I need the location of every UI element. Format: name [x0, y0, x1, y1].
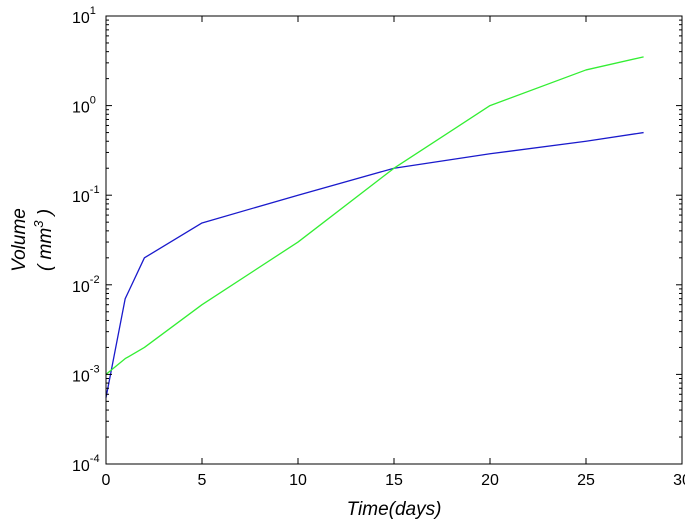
y-axis-title-line2: ( mm3 ) [31, 209, 56, 271]
x-tick-label: 10 [289, 472, 307, 489]
series-line-2 [105, 56, 644, 375]
y-tick-label-exponent: 0 [90, 95, 96, 107]
y-tick-label: 10-1 [72, 184, 100, 206]
y-tick-label-base: 10 [72, 458, 90, 475]
x-tick-label: 20 [481, 472, 499, 489]
x-tick-label: 15 [385, 472, 403, 489]
y-tick-label: 10-2 [72, 274, 100, 296]
y-tick-label-base: 10 [72, 368, 90, 385]
x-tick-label: 5 [198, 472, 207, 489]
y-tick-label-exponent: 1 [90, 5, 96, 17]
y-axis-unit-close: ) [35, 209, 56, 221]
x-tick-label: 30 [673, 472, 685, 489]
y-tick-label: 10-4 [72, 453, 100, 475]
y-tick-label-base: 10 [72, 189, 90, 206]
y-axis-unit-exponent: 3 [31, 220, 46, 228]
series-layer [105, 56, 644, 398]
y-tick-label-exponent: -1 [90, 184, 100, 196]
y-tick-label: 10-3 [72, 363, 100, 385]
y-tick-label-base: 10 [72, 279, 90, 296]
y-tick-label: 100 [72, 95, 96, 117]
series-line-1 [105, 131, 644, 398]
y-tick-label-base: 10 [72, 100, 90, 117]
y-axis-title: Volume ( mm3 ) [9, 208, 56, 272]
y-tick-label-exponent: -2 [90, 274, 100, 286]
x-axis-ticks: 0 5 10 15 20 25 30 [102, 16, 685, 489]
y-axis-title-line1: Volume [9, 208, 30, 272]
y-tick-label-base: 10 [72, 10, 90, 27]
plot-frame [105, 15, 683, 465]
y-tick-label-exponent: -3 [90, 363, 100, 375]
x-tick-label: 25 [577, 472, 595, 489]
x-tick-label: 0 [102, 472, 111, 489]
x-axis-title: Time(days) [347, 499, 442, 520]
y-axis-unit-open: ( mm [35, 228, 56, 271]
y-tick-label-exponent: -4 [90, 453, 100, 465]
y-tick-label: 101 [72, 5, 96, 27]
